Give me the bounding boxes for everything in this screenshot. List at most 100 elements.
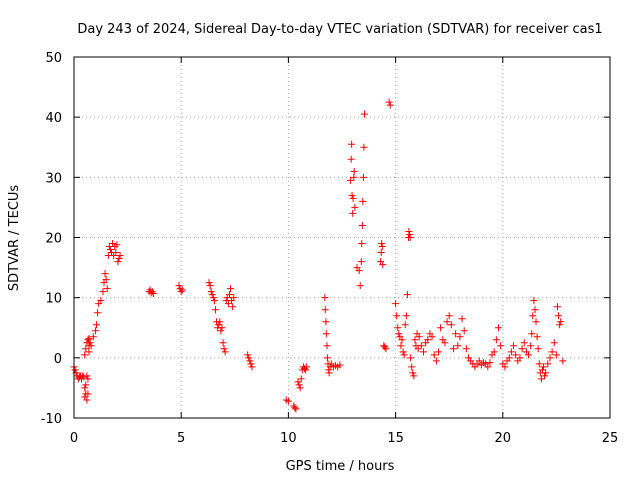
data-point (441, 339, 449, 347)
data-point (447, 321, 455, 329)
data-point (397, 342, 405, 350)
data-point (82, 345, 90, 353)
data-point (445, 312, 453, 320)
data-point (414, 345, 422, 353)
data-point (71, 366, 79, 374)
tick-labels: 0 5 10 15 20 25 -10 0 10 20 30 40 50 (41, 51, 619, 446)
data-point (520, 339, 528, 347)
data-point (546, 354, 554, 362)
data-point (394, 324, 402, 332)
data-point (540, 363, 548, 371)
data-point (456, 333, 464, 341)
data-point (245, 354, 253, 362)
data-point (458, 315, 466, 323)
data-point (221, 348, 229, 356)
data-point (430, 351, 438, 359)
data-point (382, 345, 390, 353)
data-point (178, 286, 186, 294)
data-point (550, 339, 558, 347)
data-point (322, 318, 330, 326)
data-point (229, 303, 237, 311)
data-point (175, 282, 183, 290)
chart-title: Day 243 of 2024, Sidereal Day-to-day VTE… (77, 22, 602, 37)
x-tick-label: 0 (70, 431, 78, 446)
data-point (530, 297, 538, 305)
data-point (518, 345, 526, 353)
x-tick-label: 15 (387, 431, 404, 446)
data-point (351, 203, 359, 211)
x-tick-label: 20 (495, 431, 512, 446)
data-point (115, 255, 123, 263)
data-point (106, 246, 114, 254)
data-point (297, 375, 305, 383)
data-point (325, 369, 333, 377)
data-point (97, 297, 105, 305)
x-tick-label: 10 (280, 431, 297, 446)
data-point (556, 321, 564, 329)
data-point (411, 336, 419, 344)
y-tick-label: 40 (45, 111, 62, 126)
y-tick-label: -10 (41, 412, 62, 427)
data-point (401, 321, 409, 329)
data-point (350, 167, 358, 175)
data-point (302, 366, 310, 374)
data-point (230, 294, 238, 302)
data-point (407, 354, 415, 362)
x-tick-label: 25 (602, 431, 619, 446)
data-point (244, 351, 252, 359)
data-point (393, 312, 401, 320)
x-tick-label: 5 (177, 431, 185, 446)
data-point (403, 291, 411, 299)
data-point (336, 361, 344, 369)
data-point (501, 363, 509, 371)
data-point (350, 173, 358, 181)
data-point (410, 372, 418, 380)
data-point (208, 291, 216, 299)
data-point (102, 276, 110, 284)
data-point (434, 348, 442, 356)
data-point (219, 339, 227, 347)
data-point (535, 360, 543, 368)
data-point (490, 348, 498, 356)
data-point (529, 312, 537, 320)
data-point (357, 258, 365, 266)
data-point (323, 354, 331, 362)
data-point (295, 381, 303, 389)
data-point (101, 270, 109, 278)
data-point (292, 405, 300, 413)
data-point (210, 297, 218, 305)
data-point (94, 309, 102, 317)
data-point (542, 369, 550, 377)
data-point (377, 249, 385, 257)
data-point (528, 330, 536, 338)
data-point (87, 342, 95, 350)
grid (74, 57, 610, 418)
data-point (527, 342, 535, 350)
data-point (409, 369, 417, 377)
data-point (379, 261, 387, 269)
data-point (218, 324, 226, 332)
data-point (103, 285, 111, 293)
data-point (212, 306, 220, 314)
data-point (452, 330, 460, 338)
data-point (399, 348, 407, 356)
data-point (83, 396, 91, 404)
data-point (225, 291, 233, 299)
data-point (557, 318, 565, 326)
data-point (224, 300, 232, 308)
data-points (70, 98, 567, 413)
data-point (537, 375, 545, 383)
data-point (284, 397, 292, 405)
data-point (495, 324, 503, 332)
data-point (215, 321, 223, 329)
data-point (349, 209, 357, 217)
data-point (392, 300, 400, 308)
data-point (408, 363, 416, 371)
data-point (177, 288, 185, 296)
data-point (227, 285, 235, 293)
data-point (534, 345, 542, 353)
data-point (460, 327, 468, 335)
data-point (246, 357, 254, 365)
data-point (541, 372, 549, 380)
